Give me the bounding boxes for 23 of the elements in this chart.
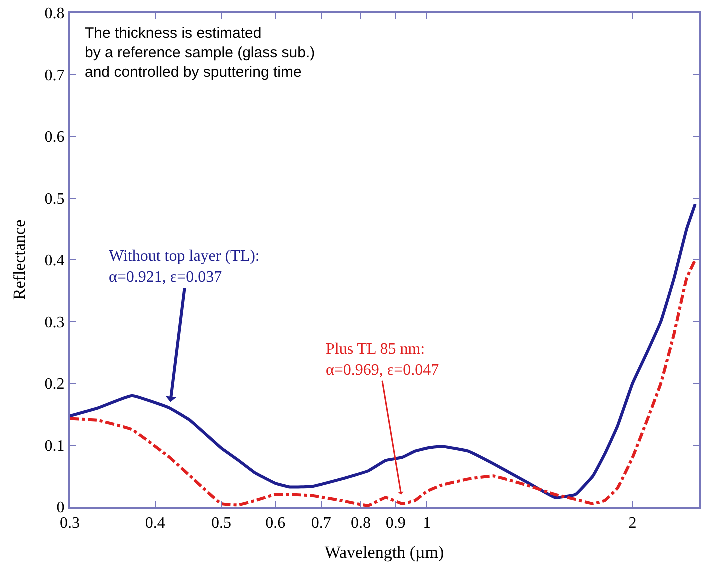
annotation: Without top layer (TL): α=0.921, ε=0.037 — [109, 248, 260, 286]
y-tick-label: 0 — [56, 500, 65, 517]
y-tick-label: 0.8 — [44, 6, 65, 23]
y-tick-label: 0.4 — [44, 252, 65, 270]
x-tick-label: 0.6 — [266, 515, 286, 532]
x-tick-label: 0.3 — [60, 515, 80, 532]
y-tick-label: 0.7 — [44, 67, 65, 84]
x-tick-label: 0.7 — [311, 515, 332, 532]
x-tick-label: 0.8 — [350, 515, 371, 532]
x-tick-label: 0.4 — [145, 515, 166, 532]
y-tick-label: 0.5 — [44, 190, 65, 208]
annotation: The thickness is estimated by a reference sample (glass sub.) and controlled by sputtering time — [85, 25, 316, 81]
x-axis-title: Wavelength (µm) — [324, 543, 444, 562]
y-tick-label: 0.1 — [44, 438, 65, 455]
x-tick-label: 0.9 — [386, 515, 406, 532]
y-axis-title: Reflectance — [10, 220, 29, 300]
y-tick-label: 0.6 — [44, 129, 65, 146]
x-tick-label: 1 — [423, 515, 432, 532]
x-tick-label: 2 — [628, 515, 637, 532]
annotation: Plus TL 85 nm: α=0.969, ε=0.047 — [326, 341, 440, 379]
y-tick-label: 0.3 — [44, 314, 65, 332]
y-tick-label: 0.2 — [44, 376, 65, 394]
x-tick-label: 0.5 — [212, 515, 232, 532]
